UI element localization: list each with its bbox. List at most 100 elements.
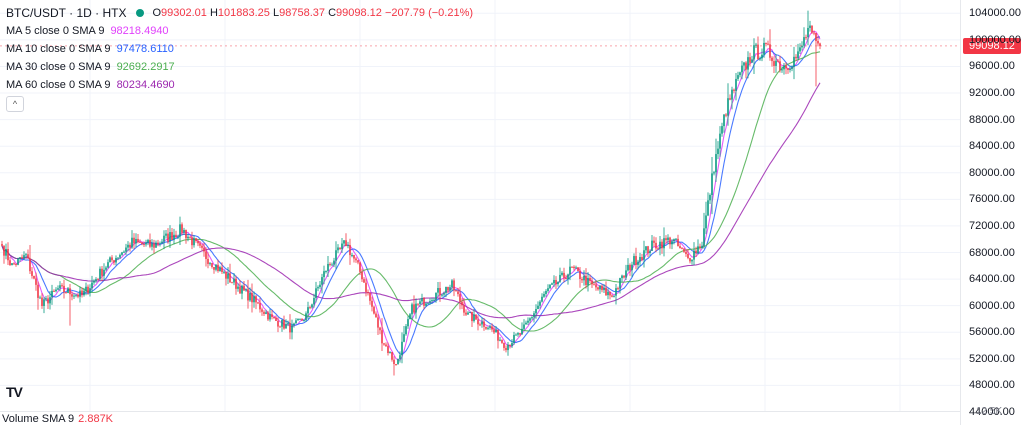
candle bbox=[681, 246, 683, 250]
candle-body bbox=[369, 293, 371, 301]
candle-body bbox=[601, 285, 603, 291]
candle bbox=[761, 48, 763, 62]
candle-body bbox=[123, 251, 125, 253]
indicator-row-ma10[interactable]: MA 10 close 0 SMA 9 97478.6110 bbox=[6, 40, 473, 58]
candle-body bbox=[329, 263, 331, 265]
candle-body bbox=[193, 238, 195, 246]
candle bbox=[467, 311, 469, 315]
candle bbox=[647, 245, 649, 257]
candle bbox=[83, 287, 85, 297]
last-price-tag: 99098.12 bbox=[963, 37, 1021, 54]
candle bbox=[109, 256, 111, 263]
candle-body bbox=[25, 254, 27, 256]
candle-body bbox=[717, 148, 719, 155]
candle bbox=[359, 261, 361, 276]
candle-body bbox=[469, 311, 471, 313]
candle-body bbox=[187, 236, 189, 239]
candle bbox=[485, 326, 487, 331]
candle bbox=[445, 286, 447, 298]
candle bbox=[17, 257, 19, 266]
candle bbox=[229, 263, 231, 283]
candle bbox=[645, 246, 647, 254]
candle-body bbox=[707, 200, 709, 216]
candle bbox=[139, 239, 141, 243]
candle-body bbox=[307, 307, 309, 314]
candle-body bbox=[673, 239, 675, 242]
candle bbox=[265, 310, 267, 315]
candle-body bbox=[117, 257, 119, 259]
candle bbox=[107, 259, 109, 269]
candle-body bbox=[347, 245, 349, 247]
candle bbox=[277, 317, 279, 333]
pane-divider[interactable] bbox=[0, 411, 960, 412]
candle-body bbox=[35, 278, 37, 285]
candle-body bbox=[65, 292, 67, 294]
candle-body bbox=[387, 346, 389, 353]
candle-body bbox=[475, 314, 477, 320]
candle bbox=[47, 295, 49, 310]
price-axis[interactable]: 99098.12 104000.00 100000.00 96000.00 92000… bbox=[960, 0, 1024, 425]
candle-body bbox=[745, 62, 747, 70]
candle bbox=[149, 233, 151, 249]
candle bbox=[507, 341, 509, 356]
candle-body bbox=[77, 294, 79, 297]
candle-body bbox=[709, 195, 711, 201]
candle-body bbox=[41, 297, 43, 307]
candle-body bbox=[185, 229, 187, 239]
candle-body bbox=[611, 295, 613, 297]
candle-body bbox=[409, 314, 411, 320]
candle-body bbox=[671, 241, 673, 245]
candle bbox=[121, 251, 123, 256]
candle bbox=[747, 51, 749, 79]
candle bbox=[65, 291, 67, 294]
candle bbox=[431, 298, 433, 304]
collapse-legend-button[interactable]: ^ bbox=[6, 96, 24, 112]
candle bbox=[777, 59, 779, 63]
candle bbox=[145, 239, 147, 247]
candle bbox=[783, 62, 785, 75]
indicator-value: 98218.4940 bbox=[110, 25, 169, 37]
symbol-title[interactable]: BTC/USDT · 1D · HTX bbox=[6, 6, 127, 20]
candle-body bbox=[61, 285, 63, 287]
candle bbox=[557, 281, 559, 287]
candle bbox=[537, 301, 539, 310]
candle bbox=[643, 240, 645, 268]
candle bbox=[533, 310, 535, 323]
candle bbox=[279, 325, 281, 328]
candle-body bbox=[793, 56, 795, 67]
candle-body bbox=[291, 325, 293, 333]
indicator-row-ma5[interactable]: MA 5 close 0 SMA 9 98218.4940 bbox=[6, 22, 473, 40]
candlestick-chart[interactable] bbox=[0, 0, 960, 412]
candle-body bbox=[513, 334, 515, 344]
candle bbox=[523, 319, 525, 331]
candle bbox=[563, 267, 565, 283]
candle-body bbox=[247, 289, 249, 301]
candle-body bbox=[339, 247, 341, 249]
candle-body bbox=[31, 271, 33, 276]
candle-body bbox=[495, 329, 497, 333]
candle-body bbox=[57, 288, 59, 290]
candle-body bbox=[715, 154, 717, 173]
indicator-row-ma30[interactable]: MA 30 close 0 SMA 9 92692.2917 bbox=[6, 58, 473, 76]
candle-body bbox=[497, 329, 499, 341]
candle bbox=[805, 34, 807, 40]
tradingview-logo-icon[interactable]: TV bbox=[6, 384, 23, 400]
candle-body bbox=[155, 242, 157, 248]
candle-body bbox=[355, 258, 357, 261]
candle-body bbox=[679, 246, 681, 249]
price-tick-label: 104000.00 bbox=[969, 7, 1021, 20]
candle-body bbox=[315, 288, 317, 299]
candle-body bbox=[509, 344, 511, 347]
candle-body bbox=[323, 271, 325, 278]
candle-body bbox=[723, 114, 725, 127]
indicator-row-ma60[interactable]: MA 60 close 0 SMA 9 80234.4690 bbox=[6, 76, 473, 94]
candle bbox=[157, 239, 159, 247]
candle-body bbox=[217, 264, 219, 272]
candle-body bbox=[531, 317, 533, 319]
candle-body bbox=[733, 89, 735, 91]
candle-body bbox=[797, 51, 799, 59]
candle-body bbox=[245, 289, 247, 291]
candle bbox=[273, 316, 275, 320]
candle bbox=[197, 239, 199, 247]
candle bbox=[735, 73, 737, 101]
